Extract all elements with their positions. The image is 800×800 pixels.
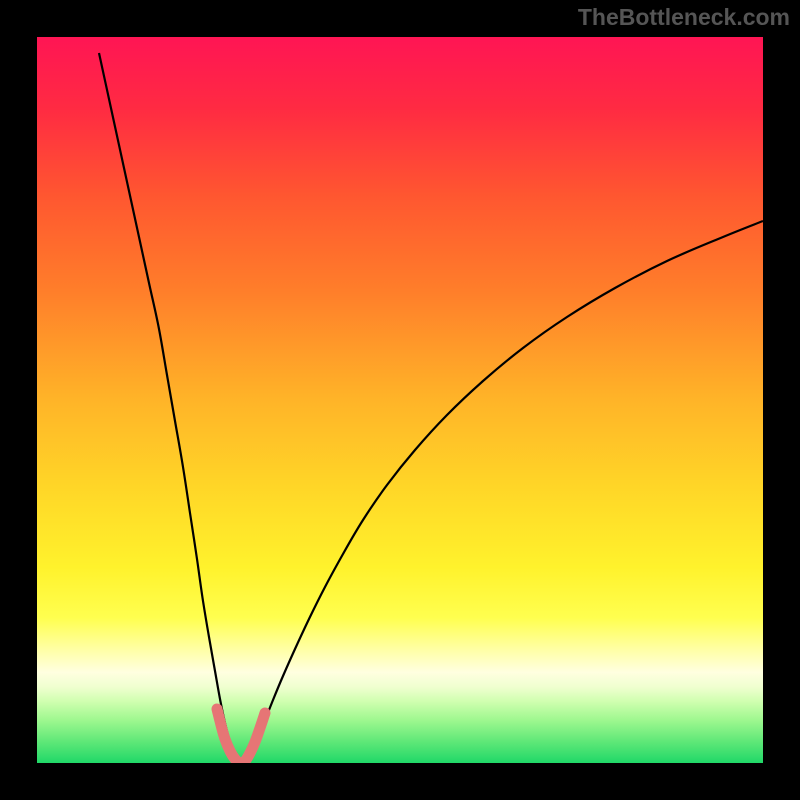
highlight-segment (217, 709, 265, 763)
plot-area (37, 37, 763, 763)
curve-layer (37, 37, 763, 763)
bottleneck-curve (99, 53, 763, 762)
watermark-text: TheBottleneck.com (578, 4, 790, 31)
chart-container: TheBottleneck.com (0, 0, 800, 800)
